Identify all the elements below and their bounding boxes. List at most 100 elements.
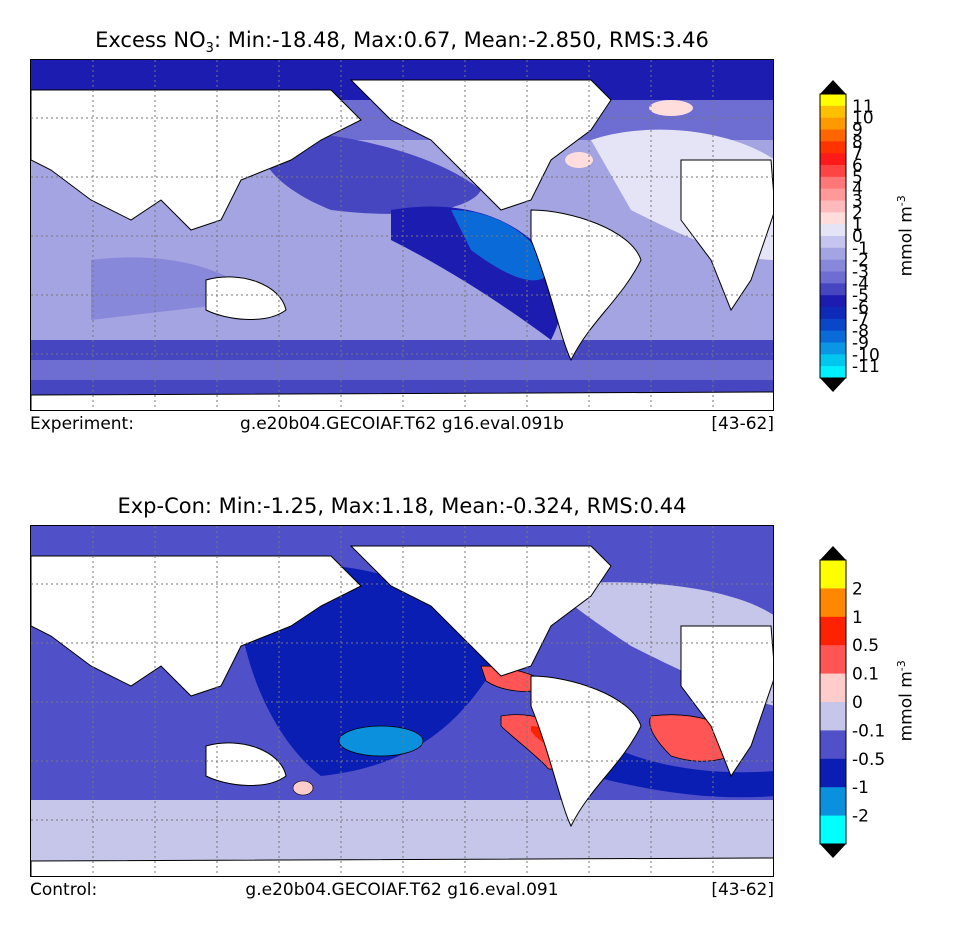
- top-colorbar-overflow-arrow: [820, 80, 846, 94]
- bottom-colorbar-tick-label: -0.5: [852, 750, 885, 770]
- bottom-colorbar-tick-label: -1: [852, 778, 869, 798]
- top-colorbar-tick-label: 1: [852, 215, 863, 235]
- bottom-land-south-america: [530, 675, 642, 828]
- top-colorbar-tick-label: -11: [852, 357, 880, 377]
- top-colorbar-tick-label: -6: [852, 298, 869, 318]
- top-colorbar-tick-label: -5: [852, 286, 869, 306]
- top-colorbar: 11 10 9 8 7 6 5 4 3 2 1 0 -1 -2 -3 -4 -5 -6 -7 -8 -9 -10 -11: [818, 80, 898, 392]
- top-colorbar-color-segment: [820, 307, 846, 320]
- top-colorbar-color-segment: [820, 318, 846, 331]
- top-colorbar-color-segment: [820, 129, 846, 142]
- top-colorbar-frame: [819, 93, 847, 379]
- top-colorbar-underflow-arrow: [820, 378, 846, 392]
- top-colorbar-tick-label: -10: [852, 345, 880, 365]
- top-colorbar-color-segment: [820, 188, 846, 201]
- bottom-colorbar-color-segment: [820, 815, 846, 845]
- top-colorbar-tick-label: 3: [852, 192, 863, 212]
- top-colorbar-color-segment: [820, 342, 846, 355]
- top-etp-core: [451, 210, 551, 281]
- top-units-exp: -3: [894, 195, 908, 207]
- bottom-colorbar-color-segment: [820, 588, 846, 618]
- bottom-colorbar-tick-label: 0: [852, 693, 863, 713]
- top-colorbar-tick-label: 7: [852, 144, 863, 164]
- top-colorbar-tick-label: 8: [852, 132, 863, 152]
- top-title-subscript: 3: [205, 41, 214, 57]
- bottom-colorbar-tick-label: 1: [852, 608, 863, 628]
- top-colorbar-tick-label: 9: [852, 121, 863, 141]
- bottom-colorbar-color-segment: [820, 758, 846, 788]
- bottom-colorbar-frame: [819, 559, 847, 845]
- bottom-colorbar-color-segment: [820, 560, 846, 589]
- top-panel-title: Excess NO3: Min:-18.48, Max:0.67, Mean:-…: [30, 28, 774, 56]
- top-positive-patch-1: [565, 152, 593, 168]
- top-map-plot: [31, 60, 773, 410]
- bottom-pacific-dark: [241, 564, 501, 776]
- top-title-stats: : Min:-18.48, Max:0.67, Mean:-2.850, RMS…: [213, 28, 709, 52]
- top-colorbar-tick-label: 2: [852, 203, 863, 223]
- top-title-prefix: Excess NO: [95, 28, 206, 52]
- top-colorbar-color-segment: [820, 176, 846, 189]
- top-colorbar-color-segment: [820, 141, 846, 154]
- bottom-colorbar-tick-label: 0.1: [852, 665, 879, 685]
- bottom-panel-title: Exp-Con: Min:-1.25, Max:1.18, Mean:-0.32…: [30, 494, 774, 518]
- bottom-land-north-america: [349, 545, 612, 677]
- top-footer-label: Experiment:: [30, 414, 134, 434]
- top-positive-patch-2: [649, 100, 693, 116]
- top-colorbar-tick-label: -4: [852, 274, 869, 294]
- bottom-colorbar-color-segment: [820, 702, 846, 731]
- bottom-colorbar-tick-label: 2: [852, 579, 863, 599]
- top-graticule: [31, 60, 773, 410]
- top-colorbar-tick-label: 0: [852, 227, 863, 247]
- top-colorbar-tick-label: 6: [852, 156, 863, 176]
- top-colorbar-tick-label: -3: [852, 263, 869, 283]
- top-colorbar-tick-label: -2: [852, 251, 869, 271]
- top-colorbar-color-segment: [820, 212, 846, 225]
- top-colorbar-color-segment: [820, 236, 846, 249]
- bottom-pacific-patch: [338, 725, 424, 757]
- bottom-footer-label: Control:: [30, 880, 98, 900]
- top-colorbar-color-segment: [820, 247, 846, 260]
- top-colorbar-color-segment: [820, 259, 846, 272]
- bottom-footer-years: [43-62]: [711, 880, 774, 900]
- bottom-south-atlantic-dark: [591, 746, 773, 798]
- top-land-south-america: [530, 209, 642, 362]
- top-colorbar-tick-label: -9: [852, 334, 869, 354]
- top-colorbar-units: mmol m-3: [895, 195, 917, 276]
- top-npac-region: [259, 130, 481, 214]
- top-colorbar-color-segment: [820, 366, 846, 379]
- bottom-positive-patch-5: [292, 780, 314, 796]
- bottom-map-plot: [31, 526, 773, 876]
- bottom-footer-case: g.e20b04.GECOIAF.T62 g16.eval.091: [245, 880, 559, 900]
- top-colorbar-color-segment: [820, 271, 846, 284]
- top-colorbar-tick-label: 4: [852, 180, 863, 200]
- bottom-units-text: mmol m: [896, 671, 917, 742]
- bottom-colorbar-color-segment: [820, 616, 846, 646]
- top-land-australia: [205, 276, 287, 320]
- bottom-map: [30, 525, 774, 877]
- bottom-colorbar-color-segment: [820, 730, 846, 760]
- top-colorbar-color-segment: [820, 165, 846, 178]
- top-colorbar-color-segment: [820, 200, 846, 213]
- top-colorbar-color-segment: [820, 330, 846, 343]
- top-colorbar-tick-label: -1: [852, 239, 869, 259]
- bottom-colorbar-overflow-arrow: [820, 546, 846, 560]
- bottom-colorbar-tick-label: 0.5: [852, 636, 879, 656]
- top-colorbar-color-segment: [820, 94, 846, 107]
- bottom-land-australia: [205, 742, 287, 786]
- top-colorbar-color-segment: [820, 224, 846, 237]
- top-footer-years: [43-62]: [711, 414, 774, 434]
- bottom-colorbar-color-segment: [820, 787, 846, 816]
- bottom-colorbar-tick-label: -0.1: [852, 721, 885, 741]
- top-colorbar-tick-label: 5: [852, 168, 863, 188]
- bottom-colorbar: 2 1 0.5 0.1 0 -0.1 -0.5 -1 -2: [818, 546, 898, 858]
- top-colorbar-color-segment: [820, 354, 846, 367]
- top-colorbar-tick-label: -7: [852, 310, 869, 330]
- top-colorbar-color-segment: [820, 105, 846, 118]
- bottom-colorbar-color-segment: [820, 645, 846, 674]
- bottom-colorbar-underflow-arrow: [820, 844, 846, 858]
- top-footer-case: g.e20b04.GECOIAF.T62 g16.eval.091b: [240, 414, 564, 434]
- top-colorbar-color-segment: [820, 283, 846, 296]
- bottom-colorbar-tick-label: -2: [852, 807, 869, 827]
- bottom-colorbar-units: mmol m-3: [895, 660, 917, 741]
